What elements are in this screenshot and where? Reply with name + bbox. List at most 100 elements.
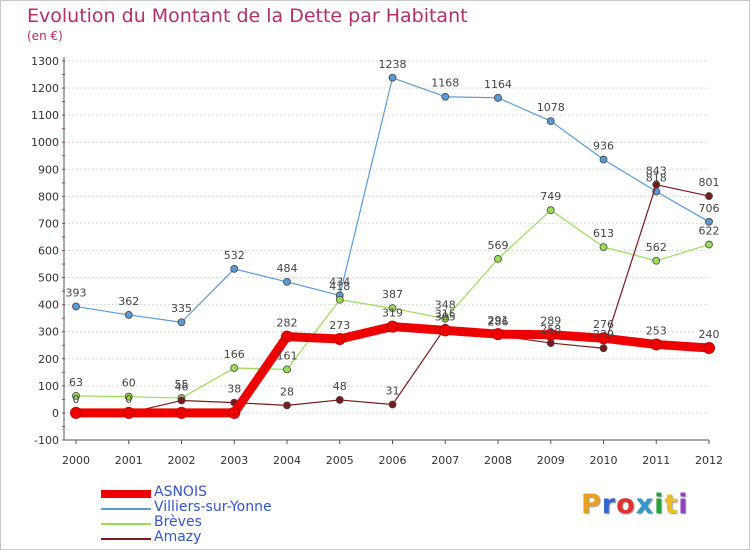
data-label: 1164	[484, 78, 512, 91]
data-point	[546, 117, 555, 125]
data-label: 0	[125, 393, 132, 406]
series-line	[75, 77, 710, 323]
chart-title: Evolution du Montant de la Dette par Hab…	[27, 5, 468, 27]
data-label: 434	[329, 275, 350, 288]
data-label: 289	[540, 315, 561, 328]
data-label: 253	[646, 324, 667, 337]
logo-letter: i	[678, 489, 689, 520]
data-label: 166	[224, 348, 245, 361]
data-label: 319	[382, 307, 403, 320]
data-label: 562	[646, 241, 667, 254]
data-point	[122, 406, 135, 419]
y-tick-label: 200	[38, 353, 59, 366]
data-label: 749	[540, 190, 561, 203]
data-label: 418	[329, 280, 350, 293]
logo-letter: P	[581, 489, 602, 520]
data-point	[544, 328, 557, 341]
data-label: 63	[69, 376, 83, 389]
data-label: 239	[593, 328, 614, 341]
data-label: 532	[224, 249, 245, 262]
data-point	[124, 311, 133, 319]
data-point	[650, 338, 663, 351]
x-tick-label: 2002	[168, 454, 196, 467]
logo-letter: i	[654, 489, 665, 520]
data-label: 335	[171, 302, 192, 315]
x-tick-label: 2000	[62, 454, 90, 467]
x-tick-label: 2003	[220, 454, 248, 467]
data-label: 282	[277, 317, 298, 330]
series-line	[71, 322, 714, 418]
chart-subtitle: (en €)	[27, 29, 63, 43]
data-point	[230, 265, 239, 273]
data-point	[388, 73, 397, 82]
logo-letter: x	[635, 489, 655, 520]
data-point	[388, 304, 397, 313]
data-label: 286	[488, 316, 509, 329]
y-tick-label: 800	[38, 190, 59, 203]
x-tick-label: 2005	[326, 454, 354, 467]
data-point	[494, 93, 502, 102]
y-tick-label: 1300	[31, 55, 59, 68]
data-label: 258	[540, 323, 561, 336]
legend-swatch	[101, 538, 151, 540]
data-label: 48	[333, 380, 347, 393]
data-label: 276	[593, 318, 614, 331]
proxiti-logo: Proxiti	[581, 489, 689, 520]
x-tick-label: 2006	[379, 454, 407, 467]
legend-swatch	[101, 490, 151, 498]
data-point	[703, 341, 715, 354]
x-tick-label: 2009	[537, 454, 565, 467]
data-label: 55	[175, 378, 189, 391]
data-point	[546, 206, 555, 215]
axis-layer: -100010020030040050060070080090010001100…	[31, 55, 723, 467]
data-point	[439, 324, 452, 337]
y-tick-label: 0	[52, 407, 59, 420]
data-point	[705, 192, 713, 200]
legend-label: Villiers-sur-Yonne	[154, 499, 272, 515]
data-label: 31	[386, 385, 400, 398]
data-point	[599, 243, 608, 251]
y-tick-label: 900	[38, 163, 59, 176]
data-label: 387	[382, 288, 403, 301]
data-label: 315	[435, 308, 456, 321]
data-point	[388, 400, 397, 409]
legend-swatch	[101, 523, 151, 525]
y-tick-label: 400	[38, 299, 59, 312]
data-label: 569	[488, 239, 509, 252]
data-point	[283, 365, 291, 374]
data-point	[652, 180, 661, 189]
data-point	[283, 278, 291, 286]
y-tick-label: 700	[38, 217, 59, 230]
data-label: 28	[280, 385, 294, 398]
y-tick-label: 1000	[31, 136, 59, 149]
data-label: 801	[699, 176, 720, 189]
data-point	[441, 92, 450, 101]
data-label: 305	[435, 310, 456, 323]
data-point	[175, 406, 188, 419]
data-label: 46	[175, 380, 189, 393]
data-point	[597, 332, 610, 345]
data-label: 613	[593, 227, 614, 240]
data-point	[72, 391, 80, 400]
x-tick-label: 2008	[484, 454, 512, 467]
logo-letter: r	[601, 489, 617, 520]
data-point	[599, 344, 608, 353]
y-tick-label: 1200	[31, 82, 59, 95]
grid-layer	[64, 60, 709, 441]
legend-label: ASNOIS	[154, 484, 207, 500]
legend-label: Amazy	[154, 529, 202, 545]
data-point	[230, 364, 239, 372]
data-label: 1168	[431, 77, 459, 90]
data-point	[441, 314, 450, 323]
data-label: 0	[73, 393, 80, 406]
data-point	[72, 302, 80, 311]
data-label: 60	[122, 377, 136, 390]
series-layer	[70, 73, 715, 419]
data-label: 291	[488, 314, 509, 327]
data-label: 1078	[537, 101, 565, 114]
data-label: 843	[646, 165, 667, 178]
data-point	[333, 333, 346, 346]
legend-swatch	[101, 508, 151, 510]
logo-letter: t	[664, 489, 679, 520]
